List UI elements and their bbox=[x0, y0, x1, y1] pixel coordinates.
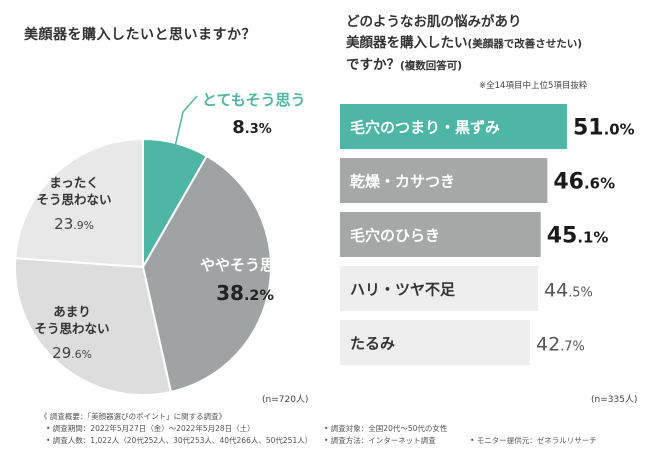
footer-period: • 調査期間：2022年5月27日（金）〜2022年5月28日（土） bbox=[46, 424, 255, 433]
bar-1 bbox=[340, 158, 548, 203]
bar-value-1: 46.6% bbox=[553, 170, 615, 195]
bar-4 bbox=[340, 320, 531, 365]
pie-slice-3 bbox=[14, 137, 144, 269]
footer-count: • 調査人数：1,022人（20代252人、30代253人、40代266人、50… bbox=[46, 436, 313, 445]
bar-value-4: 42.7% bbox=[536, 334, 585, 356]
pie-value-0: 8.3% bbox=[232, 117, 271, 138]
bar-title-suffix-2: (複数回答可) bbox=[400, 60, 463, 72]
bar-title-suffix-1: (美顔器で改善させたい) bbox=[467, 38, 583, 50]
bar-chart-title: どのようなお肌の悩みがあり 美顔器を購入したい(美顔器で改善させたい) ですか？… bbox=[346, 12, 582, 77]
bar-title-line-3: ですか？ bbox=[346, 57, 400, 73]
pie-slice-1 bbox=[141, 154, 272, 394]
bar-0 bbox=[340, 104, 567, 149]
bar-label-3: ハリ・ツヤ不足 bbox=[350, 281, 456, 299]
bar-2 bbox=[340, 212, 541, 257]
footer-target: • 調査対象：全国20代〜50代の女性 bbox=[324, 424, 448, 433]
bar-label-0: 毛穴のつまり・黒ずみ bbox=[350, 119, 500, 137]
bar-title-line-1: どのようなお肌の悩みがあり bbox=[346, 14, 522, 30]
pie-chart-title: 美顔器を購入したいと思いますか？ bbox=[24, 27, 256, 43]
pie-label-1: ややそう思う bbox=[200, 256, 290, 274]
footer-method: • 調査方法：インターネット調査 bbox=[324, 436, 436, 445]
bar-value-2: 45.1% bbox=[547, 224, 609, 249]
pie-label-2: あまりそう思わない bbox=[34, 304, 109, 336]
pie-label-3: まったくそう思わない bbox=[36, 175, 111, 207]
pie-leader-line bbox=[173, 95, 198, 150]
pie-sample-size: (n=720人) bbox=[262, 395, 309, 405]
bar-value-0: 51.0% bbox=[573, 116, 635, 141]
bar-label-2: 毛穴のひらき bbox=[350, 227, 440, 245]
pie-value-1: 38.2% bbox=[216, 281, 274, 305]
bar-3 bbox=[340, 266, 539, 311]
pie-value-2: 29.6% bbox=[52, 344, 92, 362]
bar-title-line-2: 美顔器を購入したい bbox=[346, 35, 468, 51]
pie-value-3: 23.9% bbox=[54, 215, 94, 233]
footer-summary: 《 調査概要：「美顔器選びのポイント」に関する調査》 bbox=[40, 412, 227, 421]
bar-note: ※全14項目中上位5項目抜粋 bbox=[479, 81, 588, 91]
bar-label-4: たるみ bbox=[350, 335, 395, 353]
footer-provider: • モニター提供元：ゼネラルリサーチ bbox=[470, 436, 597, 445]
bar-label-1: 乾燥・カサつき bbox=[350, 173, 455, 191]
bar-sample-size: (n=335人) bbox=[591, 395, 638, 405]
bar-value-3: 44.5% bbox=[544, 280, 593, 302]
pie-label-0: とてもそう思う bbox=[202, 91, 306, 109]
pie-slice-2 bbox=[14, 257, 173, 396]
